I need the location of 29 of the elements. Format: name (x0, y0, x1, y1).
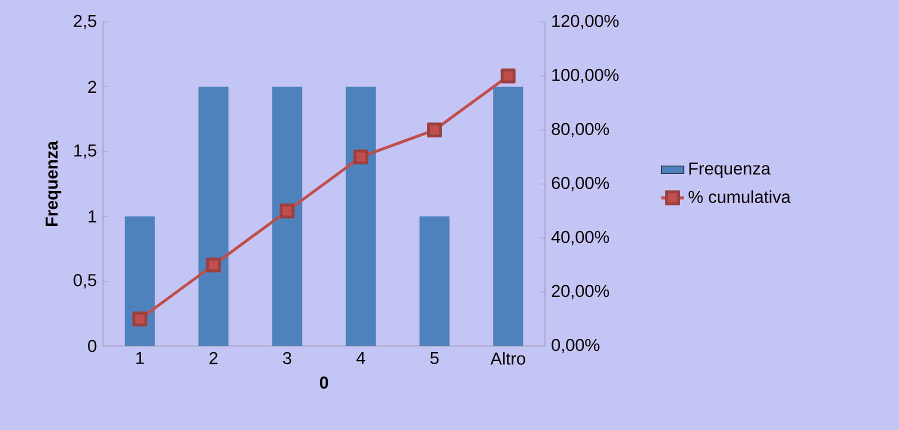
legend-label: Frequenza (689, 162, 771, 178)
x-tick-label: Altro (490, 352, 526, 365)
point (206, 258, 221, 272)
y2-tick-label: 80,00% (552, 122, 609, 138)
y-tick-label: 1 (88, 210, 96, 222)
y-axis-title: Frequenza (46, 140, 62, 226)
point (132, 312, 148, 326)
y2-tick-label: 20,00% (552, 284, 609, 300)
y-tick-label: 1,5 (74, 144, 96, 159)
y2-tick-label: 60,00% (552, 176, 609, 192)
y-tick-label: 0,5 (74, 274, 96, 288)
y-tick-label: 2 (88, 80, 96, 93)
x-axis-title: 0 (320, 376, 328, 389)
point (353, 150, 368, 164)
legend-label: % cumulativa (688, 190, 791, 203)
point (280, 204, 295, 218)
point (500, 68, 516, 84)
y2-tick-label: 40,00% (551, 230, 609, 246)
x-tick-label: 3 (283, 352, 292, 364)
x-tick-label: 1 (136, 352, 144, 364)
y2-tick-label: 120,00% (552, 14, 619, 30)
y2-tick-label: 100,00% (552, 68, 619, 84)
x-tick-label: 5 (430, 352, 439, 364)
point (427, 122, 442, 138)
x-tick-label: 2 (210, 352, 218, 364)
y2-tick-label: 0,00% (552, 338, 600, 354)
x-tick-label: 4 (356, 352, 366, 364)
y-tick-label: 2,5 (74, 14, 96, 30)
y-tick-label: 0 (88, 340, 96, 352)
